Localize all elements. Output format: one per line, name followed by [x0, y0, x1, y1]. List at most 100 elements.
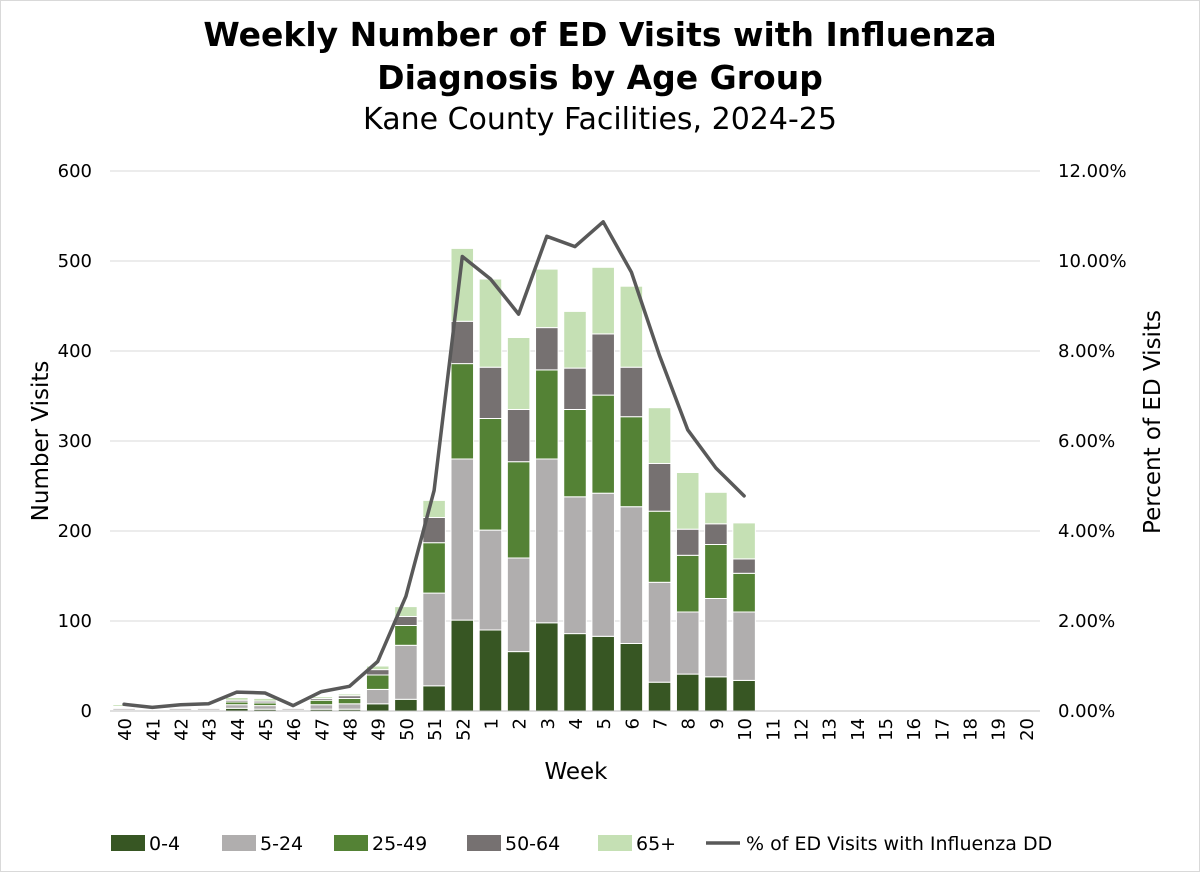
bar-segment-65+ [478, 278, 503, 368]
bar-segment-5-24 [450, 458, 475, 621]
bar-segment-0-4 [394, 698, 418, 712]
bar-segment-0-4 [422, 685, 446, 712]
y-axis-ticks: 0 100 200 300 400 500 600 [58, 161, 92, 722]
x-tick-label: 51 [425, 718, 446, 741]
bar-segment-0-4 [450, 619, 475, 712]
x-tick-label: 43 [200, 718, 221, 741]
bar-segment-25-49 [591, 394, 615, 494]
x-axis-ticks: 40 41 42 43 44 45 46 47 48 49 50 51 52 1 2 3 4 5 6 7 8 9 10 11 1… [115, 718, 1038, 741]
bar-segment-65+ [365, 665, 390, 671]
bar-segment-25-49 [309, 699, 334, 706]
x-tick-label: 9 [707, 718, 728, 729]
chart-subtitle: Kane County Facilities, 2024-25 [363, 102, 837, 137]
y2-tick-label: 10.00% [1058, 251, 1127, 272]
bar-segment-5-24 [225, 704, 249, 709]
legend-swatch-65+ [598, 835, 632, 851]
y2-tick-label: 6.00% [1058, 431, 1115, 452]
bar-segment-0-4 [506, 651, 531, 712]
bar-segment-5-24 [647, 581, 672, 683]
bar-segment-0-4 [478, 629, 503, 712]
bar-segment-5-24 [732, 611, 756, 681]
bar-segment-5-24 [422, 592, 446, 687]
bar-segment-5-24 [506, 557, 531, 653]
x-tick-label: 4 [566, 718, 587, 729]
bar-segment-0-4 [647, 681, 672, 712]
bar-segment-5-24 [704, 598, 728, 678]
bar-segment-5-24 [253, 705, 277, 710]
x-tick-label: 12 [791, 718, 812, 741]
legend-label: 5-24 [260, 833, 303, 855]
bar-segment-25-49 [422, 542, 446, 594]
percent-line-path [122, 220, 746, 710]
bar-segment-25-49 [450, 363, 475, 460]
x-tick-label: 6 [622, 718, 643, 729]
y-tick-label: 200 [58, 521, 92, 542]
y2-tick-label: 8.00% [1058, 341, 1115, 362]
bar-segment-0-4 [619, 643, 644, 712]
bar-segment-0-4 [591, 635, 615, 712]
bar-segment-0-4 [563, 633, 587, 712]
x-tick-label: 13 [820, 718, 841, 741]
bar-segment-65+ [196, 705, 221, 707]
y2-tick-label: 0.00% [1058, 701, 1115, 722]
bar-segment-5-24 [365, 688, 390, 705]
bar-segment-5-24 [337, 703, 362, 710]
bar-segment-50-64 [478, 366, 503, 420]
chart-title-line2: Diagnosis by Age Group [377, 58, 823, 97]
x-tick-label: 41 [143, 718, 164, 741]
x-tick-label: 14 [848, 718, 869, 741]
y-tick-label: 0 [81, 701, 92, 722]
legend-swatch-5-24 [222, 835, 256, 851]
bar-segment-5-24 [563, 496, 587, 635]
bar-segment-5-24 [535, 458, 559, 624]
bar-segment-25-49 [704, 544, 728, 599]
y-tick-label: 500 [58, 251, 92, 272]
y-tick-label: 300 [58, 431, 92, 452]
y-tick-label: 400 [58, 341, 92, 362]
bar-segment-25-49 [647, 510, 672, 583]
percent-line [122, 220, 746, 710]
bar-segment-65+ [619, 285, 644, 368]
x-tick-label: 15 [876, 718, 897, 741]
bar-segment-65+ [563, 310, 587, 369]
bar-segment-0-4 [704, 676, 728, 712]
bar-segment-0-4 [535, 622, 559, 712]
bar-segment-50-64 [704, 523, 728, 545]
bar-segment-65+ [675, 472, 700, 530]
bar-segment-5-24 [591, 492, 615, 637]
y2-tick-label: 2.00% [1058, 611, 1115, 632]
x-tick-label: 2 [510, 718, 531, 729]
bar-segment-5-24 [478, 529, 503, 631]
x-tick-label: 46 [284, 718, 305, 741]
bar-segment-50-64 [675, 528, 700, 556]
legend-label: 65+ [636, 833, 676, 855]
bar-segment-5-24 [619, 506, 644, 645]
x-tick-label: 11 [763, 718, 784, 741]
x-tick-label: 42 [171, 718, 192, 741]
x-tick-label: 48 [341, 718, 362, 741]
x-tick-label: 8 [679, 718, 700, 729]
bar-segment-25-49 [563, 409, 587, 498]
legend-label: % of ED Visits with Influenza DD [746, 833, 1052, 855]
bar-segment-65+ [337, 693, 362, 697]
bar-segment-25-49 [675, 554, 700, 613]
legend: 0-4 5-24 25-49 50-64 65+ % of ED Visits with … [111, 833, 1052, 855]
x-tick-label: 40 [115, 718, 136, 741]
bar-segment-25-49 [535, 369, 559, 460]
bar-segment-65+ [506, 337, 531, 410]
bar-segment-65+ [647, 407, 672, 465]
bar-segment-50-64 [506, 409, 531, 463]
x-tick-label: 20 [1017, 718, 1038, 741]
bar-segment-25-49 [394, 625, 418, 646]
bar-segment-50-64 [619, 366, 644, 418]
bar-segment-65+ [253, 697, 277, 702]
x-tick-label: 45 [256, 718, 277, 741]
y-axis-title: Number Visits [28, 361, 54, 522]
x-tick-label: 10 [735, 718, 756, 741]
legend-swatch-25-49 [334, 835, 368, 851]
bar-segment-50-64 [732, 558, 756, 574]
x-tick-label: 7 [651, 718, 672, 729]
bar-segment-65+ [394, 606, 418, 617]
bar-segment-5-24 [394, 644, 418, 700]
